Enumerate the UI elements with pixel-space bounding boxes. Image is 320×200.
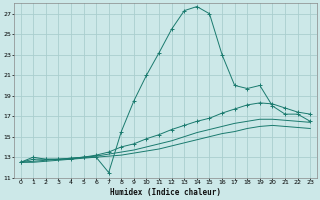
X-axis label: Humidex (Indice chaleur): Humidex (Indice chaleur) [110,188,221,197]
